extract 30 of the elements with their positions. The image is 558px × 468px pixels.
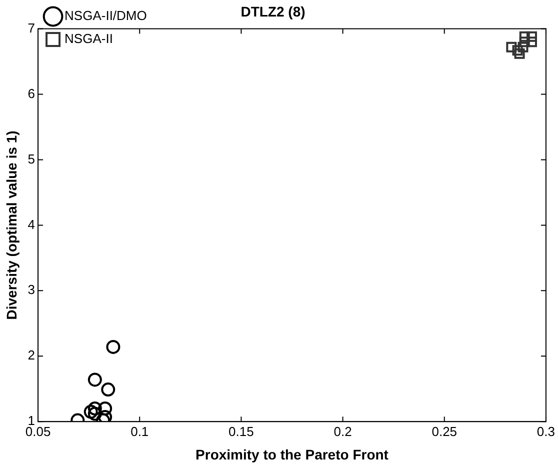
- legend-label: NSGA-II: [64, 31, 113, 46]
- y-tick-label: 2: [28, 348, 36, 363]
- y-tick-label: 6: [28, 86, 36, 101]
- point: [514, 48, 525, 59]
- x-tick-label: 0.1: [130, 424, 149, 439]
- point: [526, 36, 537, 48]
- point: [98, 402, 112, 416]
- point: [512, 45, 523, 56]
- point: [88, 402, 102, 416]
- x-tick-label: 0.25: [432, 424, 458, 439]
- chart-title: DTLZ2 (8): [240, 3, 306, 20]
- x-tick-label: 0.3: [536, 424, 556, 439]
- x-tick-label: 0.15: [228, 424, 254, 439]
- point: [106, 340, 120, 354]
- y-tick-label: 7: [28, 20, 36, 36]
- y-tick-label: 5: [28, 151, 36, 166]
- point: [101, 382, 116, 397]
- x-tick-label: 0.2: [334, 424, 352, 439]
- legend-label: NSGA-II/DMO: [64, 8, 147, 24]
- point: [526, 31, 537, 42]
- point: [519, 36, 530, 48]
- point: [518, 42, 528, 52]
- y-tick-label: 4: [28, 216, 36, 232]
- point: [519, 31, 530, 42]
- point: [506, 42, 517, 52]
- y-axis-title: Diversity (optimal value is 1): [3, 130, 20, 320]
- point: [84, 404, 98, 419]
- x-axis-title: Proximity to the Pareto Front: [196, 446, 389, 462]
- point: [88, 372, 102, 387]
- y-tick-label: 3: [28, 282, 36, 298]
